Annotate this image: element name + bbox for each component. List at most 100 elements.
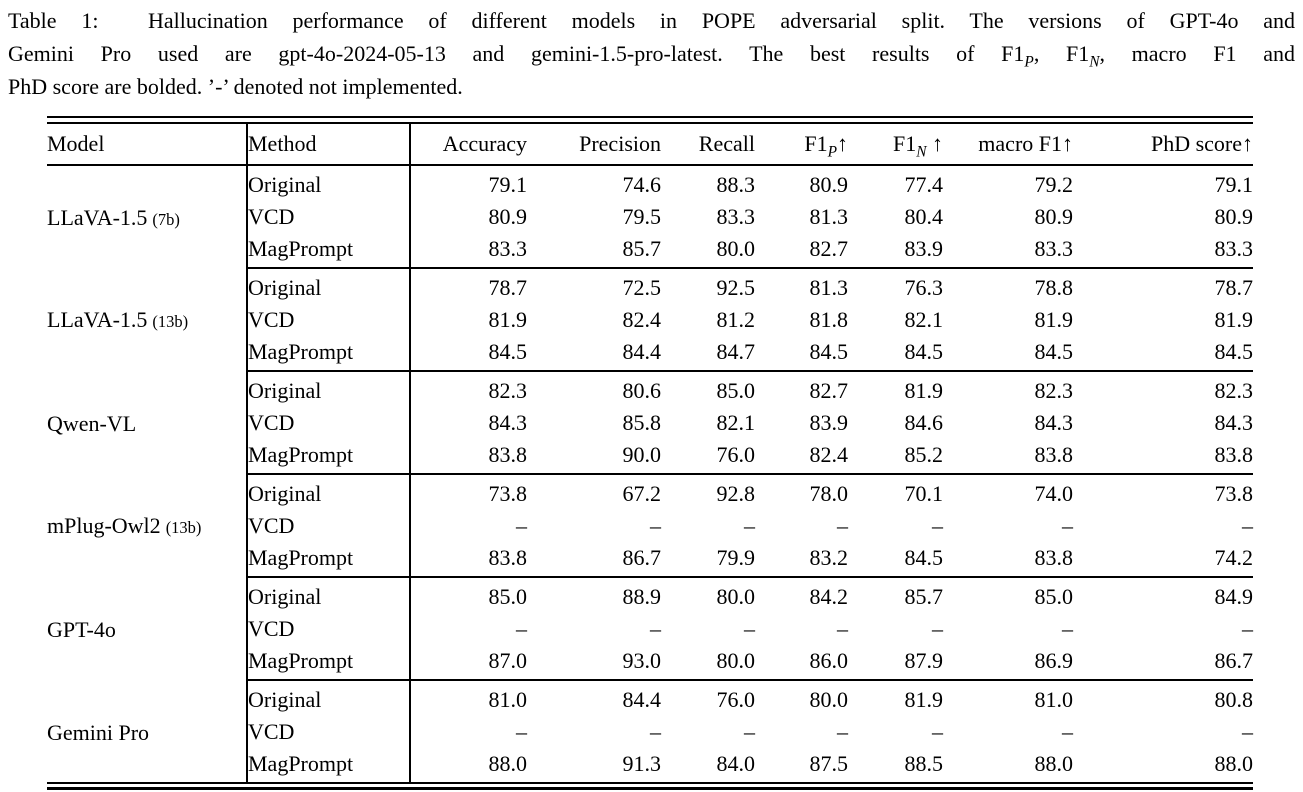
value-cell: 85.7 [527,233,661,269]
table-row: LLaVA-1.5 (7b) Original 79.1 74.6 88.3 80.9 77.… [47,165,1254,230]
value-cell: 80.0 [661,233,755,269]
value-cell: – [932,513,943,538]
value-cell: 80.9 [1214,204,1254,229]
table-caption: Table 1: Hallucination performance of di… [8,4,1295,103]
value-cell: 85.2 [848,439,943,475]
value-cell: 88.0 [1214,751,1254,776]
value-cell: – [650,719,661,744]
value-cell: 80.9 [409,201,527,233]
value-cell: 84.3 [1034,410,1074,435]
column-header-model: Model [47,124,247,166]
value-cell: 70.1 [904,481,944,506]
model-name: LLaVA-1.5 [47,204,148,230]
column-header-subscript: P [827,143,837,161]
value-cell: 87.0 [409,645,527,681]
value-cell: 81.9 [409,304,527,336]
value-cell: 80.0 [809,687,849,712]
method-cell: VCD [246,407,410,439]
table-row: MagPrompt 83.8 90.0 76.0 82.4 85.2 83.8 83.8 [47,439,1253,475]
value-cell: 93.0 [527,645,661,681]
ascending-arrow-icon: ↑ [1062,131,1073,156]
caption-text: PhD score are bolded. ’-’ denoted not im… [8,74,463,99]
table-row: Qwen-VL Original 82.3 80.6 85.0 82.7 81.9 82.3 8… [47,371,1254,436]
column-header-label: macro F1 [978,131,1062,156]
table-top-rule [47,116,1253,124]
value-cell: 84.4 [622,687,662,712]
value-cell: – [409,613,527,645]
value-cell: 79.1 [1214,172,1254,197]
value-cell: – [1242,616,1253,641]
value-cell: 78.7 [1214,275,1254,300]
value-cell: 84.4 [527,336,661,372]
value-cell: 83.8 [1073,439,1253,475]
model-cell: Gemini Pro [47,680,247,782]
value-cell: 78.8 [1034,275,1074,300]
value-cell: 88.0 [1034,751,1074,776]
value-cell: 80.9 [809,172,849,197]
method-cell: MagPrompt [246,542,410,578]
method-cell: VCD [246,304,410,336]
value-cell: 85.7 [904,584,944,609]
value-cell: 82.3 [409,371,527,407]
table-row: VCD – – – – – – – [47,716,1253,748]
value-cell: 83.2 [755,542,848,578]
value-cell: 81.0 [409,680,527,716]
model-group: LLaVA-1.5 (13b) Original 78.7 72.5 92.5 81.3 76… [47,268,1254,372]
value-cell: 82.1 [716,410,756,435]
value-cell: 83.3 [1073,233,1253,269]
table-row: LLaVA-1.5 (13b) Original 78.7 72.5 92.5 81.3 76… [47,268,1254,332]
method-cell: VCD [246,716,410,748]
column-header-label: Precision [579,131,661,156]
value-cell: 84.3 [409,407,527,439]
method-cell: MagPrompt [246,336,410,372]
table-row: MagPrompt 84.5 84.4 84.7 84.5 84.5 84.5 84.5 [47,336,1253,372]
value-cell: 83.9 [848,233,943,269]
value-cell: 74.0 [1034,481,1074,506]
value-cell: 81.9 [1034,307,1074,332]
model-cell: LLaVA-1.5 (13b) [47,268,247,371]
value-cell: 84.9 [1214,584,1254,609]
value-cell: – [409,510,527,542]
value-cell: 85.0 [409,577,527,613]
value-cell: 67.2 [622,481,662,506]
value-cell: 80.8 [1214,687,1254,712]
value-cell: – [1062,719,1073,744]
value-cell: 84.2 [809,584,849,609]
value-cell: – [1242,513,1253,538]
method-cell: MagPrompt [246,233,410,269]
value-cell: 92.8 [716,481,756,506]
value-cell: 83.8 [409,542,527,578]
value-cell: – [1062,616,1073,641]
value-cell: – [837,513,848,538]
model-size-note: (13b) [165,518,202,537]
value-cell: 84.3 [1214,410,1254,435]
value-cell: 79.1 [409,165,527,201]
value-cell: 84.5 [943,336,1073,372]
value-cell: 82.3 [1214,378,1254,403]
value-cell: 84.5 [848,542,943,578]
model-group: mPlug-Owl2 (13b) Original 73.8 67.2 92.8 78.0 7… [47,474,1253,578]
value-cell: 82.3 [1034,378,1074,403]
value-cell: 83.9 [809,410,849,435]
value-cell: 82.1 [904,307,944,332]
ascending-arrow-icon: ↑ [926,131,943,156]
table-row: VCD – – – – – – – [47,510,1253,542]
caption-subscript: N [1089,53,1100,71]
value-cell: 80.9 [1034,204,1074,229]
value-cell: 85.0 [1034,584,1074,609]
table-wrapper: Model Method Accuracy Precision Recall F1P↑ F1… [47,116,1253,790]
model-name: GPT-4o [47,617,116,642]
column-header-label: PhD score [1150,131,1242,156]
value-cell: 82.7 [809,378,849,403]
table-row: mPlug-Owl2 (13b) Original 73.8 67.2 92.8 78.0 7… [47,474,1253,538]
method-cell: MagPrompt [246,439,410,475]
table-row: GPT-4o Original 85.0 88.9 80.0 84.2 85.7 85.0 84… [47,577,1254,642]
value-cell: – [744,513,755,538]
method-cell: MagPrompt [246,748,410,782]
method-cell: Original [246,474,410,510]
value-cell: 73.8 [409,474,527,510]
table-row: VCD 84.3 85.8 82.1 83.9 84.6 84.3 84.3 [47,407,1253,439]
table-row: MagPrompt 83.3 85.7 80.0 82.7 83.9 83.3 83.3 [47,233,1253,269]
table-header: Model Method Accuracy Precision Recall F1P↑ F1… [47,124,1253,166]
value-cell: 85.0 [716,378,756,403]
